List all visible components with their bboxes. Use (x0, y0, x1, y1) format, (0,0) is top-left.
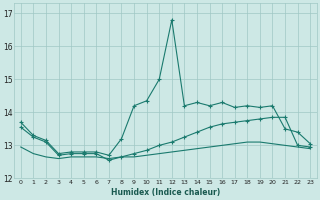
X-axis label: Humidex (Indice chaleur): Humidex (Indice chaleur) (111, 188, 220, 197)
